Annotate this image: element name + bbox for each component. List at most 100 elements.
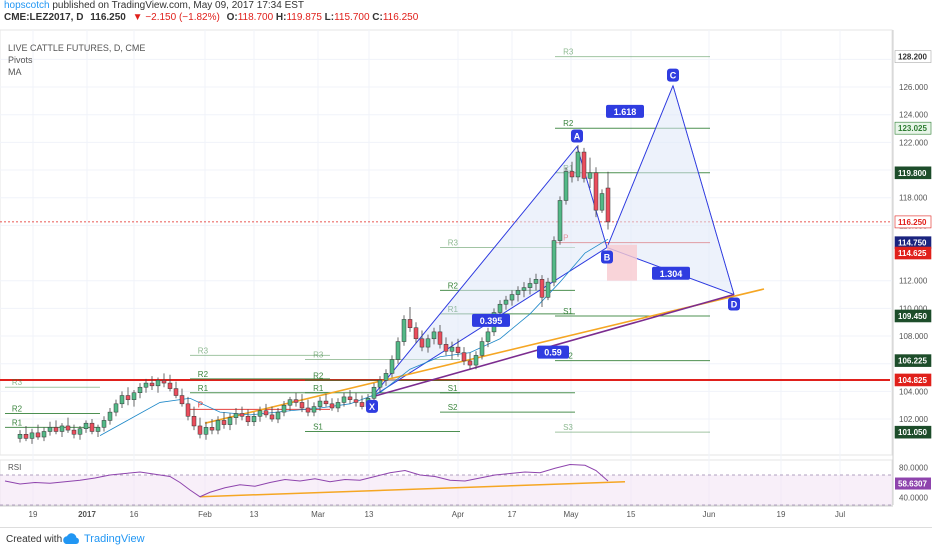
candle [341,392,347,407]
candle [467,352,473,370]
pivot-label-r1: R1 [12,418,23,427]
candle-body [101,420,107,428]
candle-body [527,283,533,288]
pattern-leg-bc [606,85,674,248]
tradingview-brand: TradingView [84,533,145,545]
symbol[interactable]: CME:LEZ2017, D [4,12,84,23]
candle [557,196,563,245]
price-tick-label: 122.000 [899,138,928,147]
candle-body [359,402,365,407]
candle [269,406,275,422]
candle-body [125,395,131,400]
candle-body [431,331,437,340]
candle-body [269,414,275,420]
candle [431,327,437,345]
price-change: ▼ −2.150 (−1.82%) [132,12,220,23]
rsi-trendline [199,481,626,498]
candle-body [41,431,47,438]
price-marker: 119.800 [894,166,932,180]
candle [281,401,287,417]
candle-body [275,411,281,420]
candle [119,391,125,408]
pivot-label-s1: S1 [313,422,323,431]
candle-body [245,416,251,423]
time-tick-label: Apr [452,510,465,519]
candle-body [191,416,197,427]
chart-legend: LIVE CATTLE FUTURES, D, CME Pivots MA [8,42,145,78]
candle-body [479,341,485,356]
ratio-value: 1.618 [614,107,637,117]
pivot-label-r2: R2 [563,119,574,128]
price-marker: 109.450 [894,309,932,323]
candle [401,315,407,346]
ratio-value: 1.304 [660,269,683,279]
open-value: 118.700 [237,12,274,23]
legend-indicator-pivots[interactable]: Pivots [8,55,33,65]
candle-body [521,287,527,291]
candle-body [287,399,293,406]
pivot-label-s1: S1 [448,384,458,393]
candle [371,383,377,403]
candle-body [227,417,233,425]
candle-body [461,352,467,362]
candle [515,286,521,302]
ratio-value: 0.395 [480,316,503,326]
price-marker: 106.225 [894,354,932,367]
legend-title[interactable]: LIVE CATTLE FUTURES, D, CME [8,43,146,53]
time-tick-label: 16 [130,510,139,519]
candle [311,402,317,417]
rsi-tick-label: 80.0000 [899,464,928,473]
ratio-value: 0.59 [544,348,562,358]
candle [563,167,569,205]
candle-body [515,290,521,295]
candle [203,421,209,440]
candle-body [209,427,215,431]
ratio-label: 0.395 [472,313,510,327]
candle [29,428,35,444]
pattern-point-label: D [731,300,738,310]
ratio-label: 1.304 [652,266,690,280]
candle-body [161,380,167,384]
price-marker-box [894,373,932,387]
candle-body [35,432,41,438]
candle [107,407,113,425]
pattern-point-label: C [670,71,677,81]
candle-body [371,386,377,399]
rsi-tick-label: 40.0000 [899,494,928,503]
pattern-point-b: B [601,250,613,264]
candle-body [605,187,611,223]
candle-body [263,410,269,416]
candle [191,406,197,431]
pivot-label-r3: R3 [12,378,23,387]
candle-body [59,425,65,432]
footer: Created with TradingView [0,527,932,551]
candle-body [485,331,491,342]
legend-indicator-ma[interactable]: MA [8,67,22,77]
candles [17,145,611,444]
candle-body [179,395,185,405]
candle-body [413,327,419,340]
candle [137,383,143,399]
price-marker: 101.050 [894,425,932,439]
candle-body [401,319,407,342]
candle-body [221,420,227,425]
price-marker-value: 116.250 [898,218,927,227]
candle-body [389,359,395,374]
time-tick-label: May [563,510,578,519]
low-label: L: [324,12,335,23]
candle-body [149,382,155,387]
author-link[interactable]: hopscotch [4,0,50,11]
time-tick-label: 15 [627,510,636,519]
candle [113,399,119,417]
price-marker-value: 104.825 [898,376,927,385]
close-value: 116.250 [382,12,419,23]
candle [35,424,41,440]
candle [167,374,173,392]
tradingview-logo[interactable]: TradingView [62,533,145,545]
time-tick-label: 17 [508,510,517,519]
price-panel [0,29,893,456]
candle-body [29,432,35,439]
created-with-text: Created with [6,534,63,545]
candle [359,395,365,410]
